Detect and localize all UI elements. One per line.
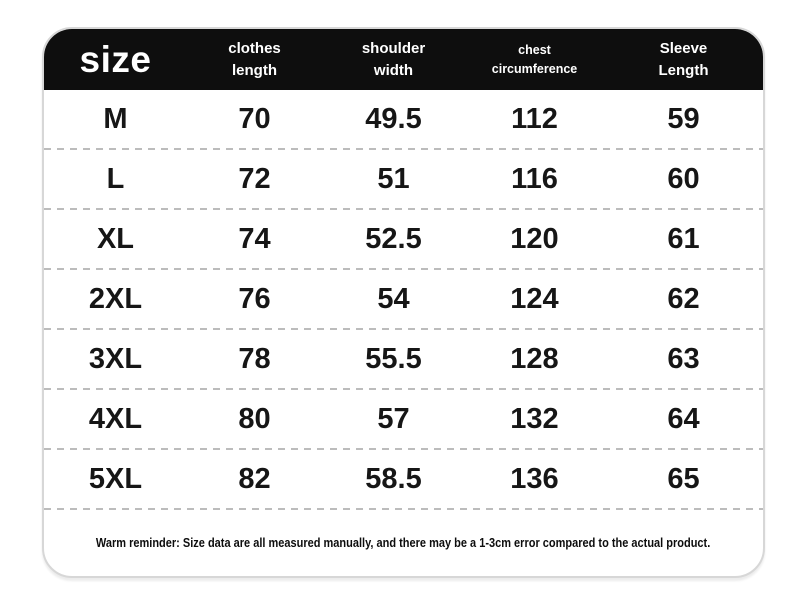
footer: Warm reminder: Size data are all measure…: [44, 510, 763, 576]
table-row: M 70 49.5 112 59: [44, 90, 763, 148]
table-row: 2XL 76 54 124 62: [44, 270, 763, 328]
value-cell: 72: [238, 162, 271, 195]
value-cell: 74: [238, 222, 271, 255]
size-cell: 4XL: [88, 402, 143, 435]
value-cell: 51: [377, 162, 410, 195]
value-cell: 52.5: [365, 222, 422, 255]
size-cell: XL: [96, 222, 135, 255]
table-row: 3XL 78 55.5 128 63: [44, 330, 763, 388]
value-cell: 128: [510, 342, 559, 375]
column-header-line: chest: [518, 43, 551, 58]
table-row: 5XL 82 58.5 136 65: [44, 450, 763, 508]
value-cell: 76: [238, 282, 271, 315]
value-cell: 65: [667, 462, 700, 495]
column-header-line: clothes: [228, 39, 281, 57]
value-cell: 61: [667, 222, 700, 255]
table-row: 4XL 80 57 132 64: [44, 390, 763, 448]
table-row: L 72 51 116 60: [44, 150, 763, 208]
value-cell: 112: [511, 102, 558, 135]
value-cell: 54: [377, 282, 410, 315]
row-divider: [44, 208, 763, 210]
column-header-line: circumference: [491, 61, 578, 76]
value-cell: 64: [667, 402, 700, 435]
footer-note: Warm reminder: Size data are all measure…: [96, 536, 711, 550]
row-divider: [44, 148, 763, 150]
row-divider: [44, 268, 763, 270]
value-cell: 80: [238, 402, 271, 435]
table-body: M 70 49.5 112 59 L 72 51 116 60 XL 74 52…: [44, 90, 763, 510]
size-cell: M: [103, 102, 128, 135]
value-cell: 70: [238, 102, 271, 135]
size-cell: L: [106, 162, 125, 195]
column-header-line: width: [373, 61, 414, 79]
value-cell: 57: [377, 402, 410, 435]
row-divider: [44, 388, 763, 390]
row-divider: [44, 448, 763, 450]
column-header-shoulder-width: shoulder width: [322, 38, 465, 82]
column-header-line: shoulder: [361, 39, 426, 57]
value-cell: 132: [510, 402, 559, 435]
column-header-line: Length: [658, 61, 709, 79]
value-cell: 78: [238, 342, 271, 375]
size-chart-title: size: [79, 38, 152, 80]
value-cell: 62: [667, 282, 700, 315]
table-row: XL 74 52.5 120 61: [44, 210, 763, 268]
value-cell: 60: [667, 162, 700, 195]
column-header-line: Sleeve: [659, 39, 708, 57]
value-cell: 124: [510, 282, 559, 315]
value-cell: 63: [667, 342, 700, 375]
column-header-chest-circumference: chest circumference: [465, 41, 604, 77]
size-cell: 3XL: [88, 342, 143, 375]
row-divider: [44, 508, 763, 510]
value-cell: 82: [238, 462, 271, 495]
table-header: size clothes length shoulder width chest…: [44, 29, 763, 90]
size-cell: 5XL: [88, 462, 143, 495]
value-cell: 49.5: [365, 102, 422, 135]
value-cell: 58.5: [365, 462, 422, 495]
row-divider: [44, 328, 763, 330]
size-chart-card: size clothes length shoulder width chest…: [42, 27, 765, 578]
column-header-clothes-length: clothes length: [187, 38, 322, 82]
value-cell: 59: [667, 102, 700, 135]
column-header-sleeve-length: Sleeve Length: [604, 38, 763, 82]
value-cell: 116: [511, 162, 558, 195]
size-cell: 2XL: [88, 282, 143, 315]
value-cell: 120: [510, 222, 559, 255]
value-cell: 136: [510, 462, 559, 495]
column-header-line: length: [232, 61, 277, 79]
value-cell: 55.5: [365, 342, 422, 375]
